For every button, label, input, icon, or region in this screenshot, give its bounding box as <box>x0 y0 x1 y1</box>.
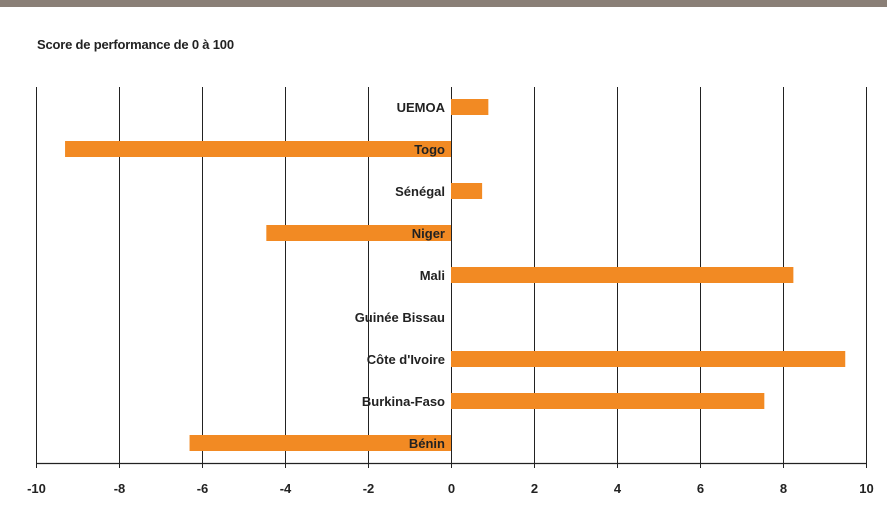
bar <box>65 141 452 157</box>
x-tick-label: 2 <box>531 481 538 496</box>
bar <box>451 267 794 283</box>
x-tick-label: -8 <box>114 481 126 496</box>
category-label: UEMOA <box>397 100 446 115</box>
bar <box>451 183 483 199</box>
category-label: Burkina-Faso <box>362 394 445 409</box>
bar <box>451 393 765 409</box>
x-tick-label: -2 <box>363 481 375 496</box>
x-tick-label: 6 <box>697 481 704 496</box>
x-tick-label: 4 <box>614 481 622 496</box>
bar <box>451 99 489 115</box>
top-rule <box>0 0 887 7</box>
x-tick-label: 10 <box>859 481 873 496</box>
chart-title: Score de performance de 0 à 100 <box>37 37 234 52</box>
category-label: Mali <box>420 268 445 283</box>
category-label: Togo <box>414 142 445 157</box>
x-tick-label: -6 <box>197 481 209 496</box>
bar <box>189 435 452 451</box>
x-tick-label: 8 <box>780 481 787 496</box>
x-tick-label: -10 <box>27 481 46 496</box>
category-label: Bénin <box>409 436 445 451</box>
bar <box>451 351 846 367</box>
category-label: Niger <box>412 226 445 241</box>
category-label: Côte d'Ivoire <box>367 352 445 367</box>
category-label: Sénégal <box>395 184 445 199</box>
x-tick-label: 0 <box>448 481 455 496</box>
bar <box>266 225 451 241</box>
x-tick-label: -4 <box>280 481 292 496</box>
category-label: Guinée Bissau <box>355 310 445 325</box>
